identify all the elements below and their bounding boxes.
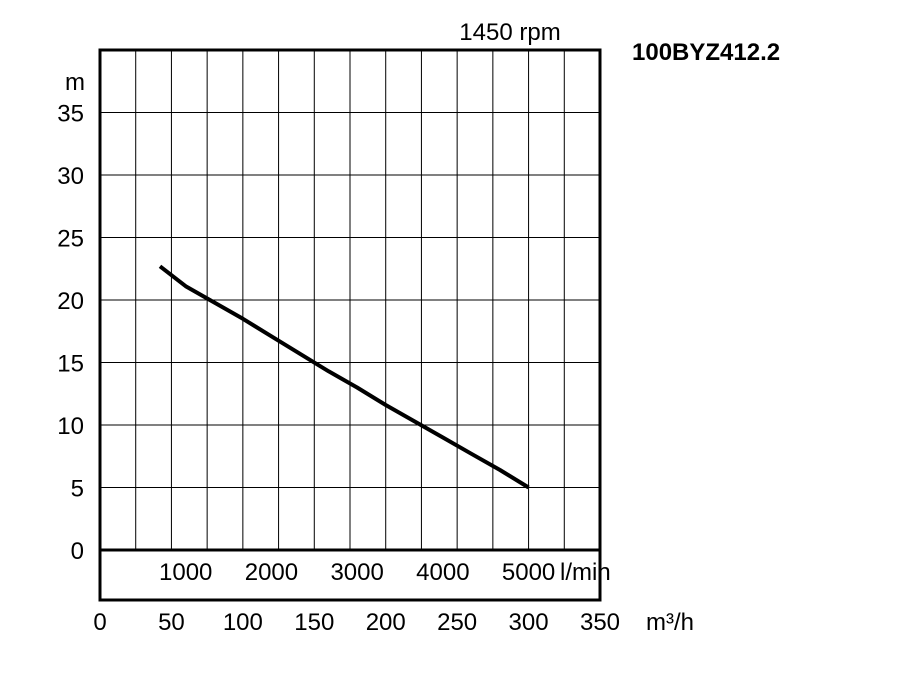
chart-frame bbox=[98, 48, 602, 602]
head-flow-curve bbox=[158, 264, 530, 490]
grid bbox=[100, 50, 600, 550]
lmin-tick-label: 3000 bbox=[330, 559, 383, 586]
x-tick-label: 350 bbox=[580, 609, 620, 636]
x-tick-label: 150 bbox=[294, 609, 334, 636]
x-tick-label: 300 bbox=[509, 609, 549, 636]
x-tick-label: 50 bbox=[158, 609, 185, 636]
y-tick-label: 35 bbox=[57, 101, 84, 128]
plot-border bbox=[98, 48, 602, 602]
y-tick-label: 25 bbox=[57, 226, 84, 253]
y-tick-label: 5 bbox=[71, 476, 84, 503]
lmin-axis-unit: l/min bbox=[560, 559, 611, 586]
series-group bbox=[158, 264, 530, 490]
y-tick-label: 10 bbox=[57, 413, 84, 440]
x-tick-label: 100 bbox=[223, 609, 263, 636]
y-tick-label: 30 bbox=[57, 163, 84, 190]
x-tick-label: 0 bbox=[93, 609, 106, 636]
x-axis-unit: m³/h bbox=[646, 609, 694, 636]
y-axis-label: m bbox=[65, 69, 85, 96]
y-axis-ticks: 0 5 10 15 20 25 30 35 bbox=[57, 101, 84, 566]
x-tick-label: 250 bbox=[437, 609, 477, 636]
model-label: 100BYZ412.2 bbox=[632, 39, 780, 66]
y-tick-label: 15 bbox=[57, 351, 84, 378]
lmin-tick-label: 4000 bbox=[416, 559, 469, 586]
lmin-axis-ticks: 1000 2000 3000 4000 5000 bbox=[159, 559, 555, 586]
x-tick-label: 200 bbox=[366, 609, 406, 636]
x-axis-ticks: 0 50 100 150 200 250 300 350 bbox=[93, 609, 620, 636]
speed-label: 1450 rpm bbox=[459, 19, 560, 46]
lmin-tick-label: 5000 bbox=[502, 559, 555, 586]
y-tick-label: 0 bbox=[71, 538, 84, 565]
y-tick-label: 20 bbox=[57, 288, 84, 315]
lmin-tick-label: 1000 bbox=[159, 559, 212, 586]
lmin-tick-label: 2000 bbox=[245, 559, 298, 586]
